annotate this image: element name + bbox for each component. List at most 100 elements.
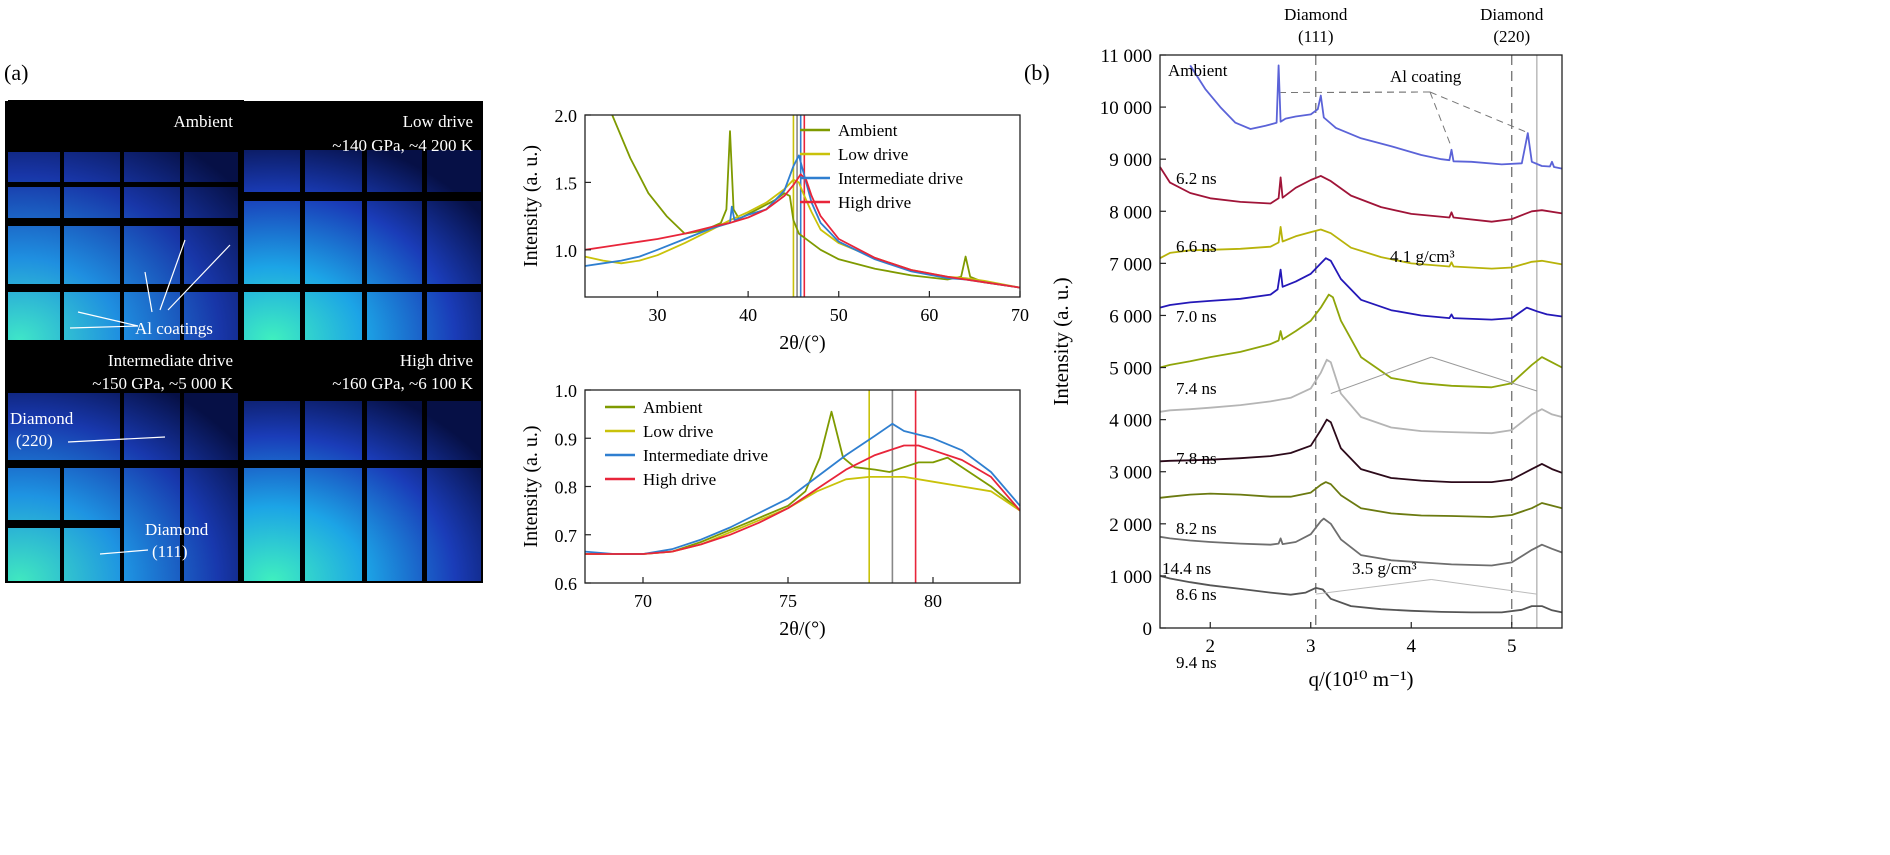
- series-line: [1159, 517, 1563, 567]
- y-axis-label: Intensity (a. u.): [520, 145, 542, 267]
- x-tick-label: 50: [830, 305, 848, 325]
- x-tick-label: 70: [634, 591, 652, 611]
- y-tick-label: 0.9: [555, 429, 578, 449]
- y-tick-label: 1.0: [555, 381, 578, 401]
- al-coating-pointer: [1322, 91, 1431, 94]
- series-line-intermediate-drive: [584, 422, 1021, 555]
- series-line: [1159, 166, 1563, 223]
- density-pointer: [1431, 579, 1537, 595]
- label-diamond-111-index: (111): [152, 542, 188, 561]
- quadrant-low-drive: [244, 150, 481, 340]
- series-label: 7.8 ns: [1176, 449, 1217, 468]
- label-diamond-220-index: (220): [16, 431, 53, 450]
- series-line: [1159, 358, 1563, 435]
- y-axis-label: Intensity (a. u.): [520, 425, 542, 547]
- y-tick-label: 1.5: [555, 173, 578, 193]
- y-tick-label: 9 000: [1109, 150, 1152, 171]
- x-tick-label: 75: [779, 591, 797, 611]
- y-tick-label: 11 000: [1100, 46, 1152, 67]
- legend-label: Intermediate drive: [838, 169, 963, 188]
- diamond-220-pointer: [67, 436, 166, 443]
- legend-label: Intermediate drive: [643, 446, 768, 465]
- x-axis-label: 2θ/(°): [779, 332, 825, 354]
- series-label: 6.2 ns: [1176, 169, 1217, 188]
- series-label: 8.6 ns: [1176, 585, 1217, 604]
- x-tick-label: 3: [1306, 636, 1316, 657]
- legend-label: Ambient: [643, 398, 703, 417]
- series-label: 9.4 ns: [1176, 653, 1217, 672]
- series-line-high-drive: [584, 173, 1021, 289]
- label-low-drive-conditions: ~140 GPa, ~4 200 K: [332, 136, 473, 155]
- legend-label: Low drive: [643, 422, 713, 441]
- label-high-drive: High drive: [400, 351, 473, 370]
- series-line: [1159, 418, 1563, 483]
- al-coatings-pointers: [69, 239, 231, 329]
- panel-b-label: (b): [1024, 60, 1050, 85]
- label-intermediate-conditions: ~150 GPa, ~5 000 K: [92, 374, 233, 393]
- quadrant-intermediate-drive: [8, 393, 238, 581]
- y-axis-label: Intensity (a. u.): [1049, 277, 1073, 405]
- series-line-intermediate-drive: [584, 154, 1021, 289]
- density-pointer: [1431, 356, 1538, 392]
- series-label: Ambient: [1168, 61, 1228, 80]
- legend-label: High drive: [838, 193, 911, 212]
- series-line: [1159, 293, 1563, 389]
- x-axis-label: q/(10¹⁰ m⁻¹): [1309, 667, 1414, 691]
- y-tick-label: 0: [1143, 619, 1153, 640]
- x-axis-label: 2θ/(°): [779, 618, 825, 640]
- y-tick-label: 0.6: [555, 574, 578, 594]
- x-tick-label: 30: [649, 305, 667, 325]
- chart-top-middle: Ambient Low drive Intermediate drive High d…: [520, 106, 1029, 354]
- x-tick-label: 70: [1011, 305, 1029, 325]
- diamond-111-pointer: [99, 549, 149, 555]
- series-label: 8.2 ns: [1176, 519, 1217, 538]
- y-tick-label: 7 000: [1109, 254, 1152, 275]
- series-label: 14.4 ns: [1162, 559, 1211, 578]
- series-line: [1159, 575, 1563, 614]
- y-tick-label: 6 000: [1109, 306, 1152, 327]
- x-tick-label: 60: [920, 305, 938, 325]
- chart-bottom-middle: Ambient Low drive Intermediate drive High d…: [520, 381, 1021, 640]
- x-tick-label: 5: [1507, 636, 1517, 657]
- y-tick-label: 8 000: [1109, 202, 1152, 223]
- legend-label: Low drive: [838, 145, 908, 164]
- x-tick-label: 2: [1206, 636, 1216, 657]
- series-line: [1159, 481, 1563, 518]
- density-label-high: 4.1 g/cm³: [1390, 247, 1455, 266]
- legend-label: High drive: [643, 470, 716, 489]
- panel-a-label: (a): [4, 60, 28, 85]
- label-high-drive-conditions: ~160 GPa, ~6 100 K: [332, 374, 473, 393]
- label-al-coatings: Al coatings: [135, 319, 213, 338]
- series-line-ambient: [585, 410, 1021, 555]
- diamond-index-label: (220): [1493, 27, 1530, 46]
- series-line: [1189, 64, 1563, 170]
- label-intermediate-drive: Intermediate drive: [108, 351, 233, 370]
- chart-panel-b: Diamond (111) Diamond (220) Ambient 6.2 ns 6.6…: [1049, 5, 1563, 691]
- diamond-label: Diamond: [1480, 5, 1544, 24]
- quadrant-high-drive: [244, 393, 481, 581]
- y-tick-label: 2 000: [1109, 515, 1152, 536]
- label-low-drive: Low drive: [403, 112, 473, 131]
- diamond-index-label: (111): [1298, 27, 1334, 46]
- x-tick-label: 80: [924, 591, 942, 611]
- plot-frame: [1159, 54, 1563, 629]
- y-tick-label: 2.0: [555, 106, 578, 126]
- label-diamond-111: Diamond: [145, 520, 209, 539]
- series-label: 7.4 ns: [1176, 379, 1217, 398]
- label-diamond-220: Diamond: [10, 409, 74, 428]
- x-tick-label: 40: [739, 305, 757, 325]
- diamond-label: Diamond: [1284, 5, 1348, 24]
- quadrant-ambient: [8, 100, 238, 340]
- series-label: 7.0 ns: [1176, 307, 1217, 326]
- legend-label: Ambient: [838, 121, 898, 140]
- al-coating-pointer: [1429, 91, 1530, 134]
- y-tick-label: 4 000: [1109, 411, 1152, 432]
- x-tick-label: 4: [1407, 636, 1417, 657]
- series-line: [1159, 257, 1563, 321]
- y-tick-label: 3 000: [1109, 463, 1152, 484]
- y-tick-label: 1 000: [1109, 567, 1152, 588]
- y-tick-label: 1.0: [555, 241, 578, 261]
- y-tick-label: 5 000: [1109, 359, 1152, 380]
- y-tick-label: 0.7: [555, 526, 578, 546]
